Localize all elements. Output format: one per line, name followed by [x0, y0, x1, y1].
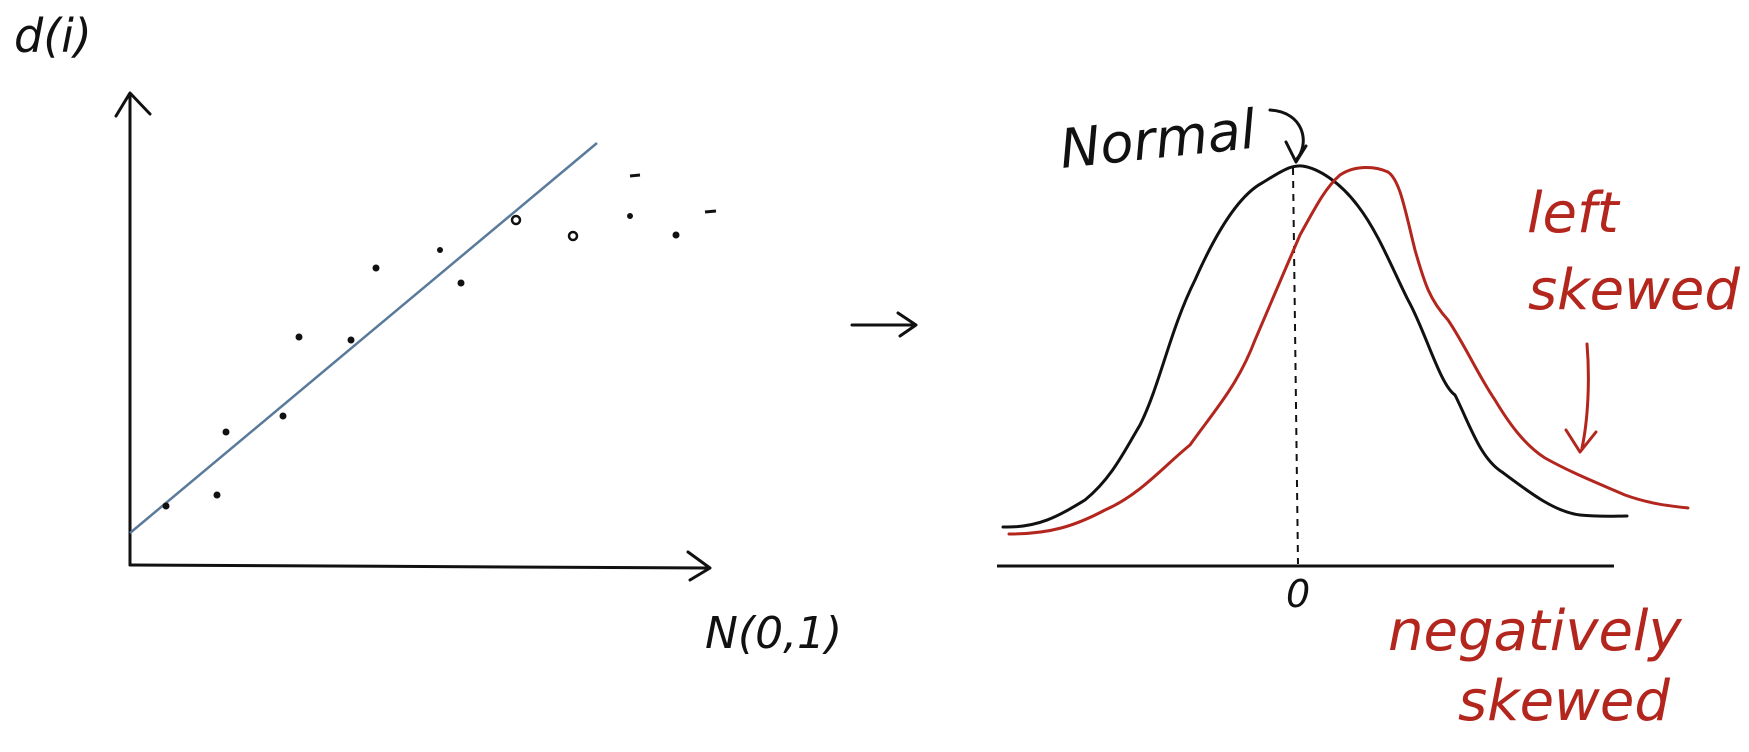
qq-point: [510, 214, 522, 226]
normal-curve: [1001, 164, 1629, 529]
qq-point: [295, 333, 303, 341]
skewed-curve: [1007, 166, 1690, 536]
qq-y-axis-label: d(i): [14, 9, 92, 63]
distribution-plot: 0 Normal left skewed negatively skewed: [997, 98, 1740, 734]
normal-label: Normal: [1057, 98, 1259, 181]
normal-pointer-arrowhead: [1284, 140, 1308, 164]
transition-arrow-icon: [850, 311, 918, 338]
qq-x-axis: [128, 563, 710, 570]
qq-plot: d(i) N(0,1): [14, 9, 842, 659]
qq-point: [457, 279, 465, 287]
qq-point: [627, 213, 633, 219]
normal-pointer-arrow: [1268, 108, 1305, 162]
qq-x-axis-label: N(0,1): [705, 608, 842, 659]
zero-label: 0: [1286, 572, 1310, 616]
skew-label-skewed: skewed: [1528, 258, 1740, 323]
qq-point: [213, 491, 221, 499]
qq-point: [279, 412, 287, 420]
qq-y-axis-arrowhead: [114, 91, 152, 118]
qq-x-axis-arrowhead: [686, 550, 712, 582]
qq-point: [347, 336, 355, 344]
qq-point: [437, 247, 443, 253]
qq-point: [567, 230, 579, 242]
qq-sample-points: [162, 173, 717, 510]
qq-point: [704, 209, 717, 214]
skew-pointer-arrowhead: [1564, 428, 1598, 454]
qq-point: [222, 428, 230, 436]
qq-point: [372, 264, 380, 272]
qq-point: [629, 173, 641, 178]
skew-label-left: left: [1527, 181, 1621, 246]
skew-pointer-arrow: [1580, 342, 1590, 450]
skew-label-skewed-2: skewed: [1458, 669, 1670, 734]
qq-point: [672, 231, 680, 239]
qq-reference-line: [129, 142, 598, 534]
qq-point: [162, 502, 170, 510]
skew-label-negatively: negatively: [1388, 599, 1682, 664]
mean-dashed-line: [1292, 167, 1299, 565]
